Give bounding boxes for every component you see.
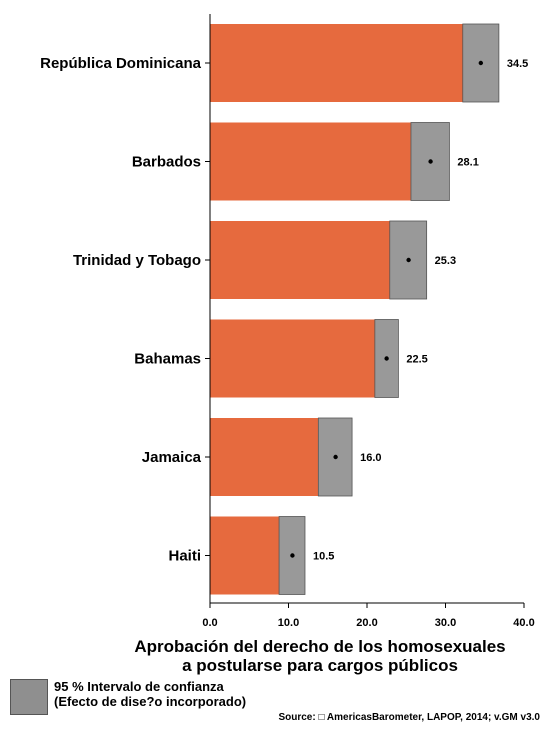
legend-label-line2: (Efecto de dise?o incorporado) [54,694,247,709]
point-estimate [333,454,338,460]
category-label: Barbados [132,154,201,171]
bar [210,418,319,496]
x-tick-label: 20.0 [356,617,377,629]
legend-label-line1: 95 % Intervalo de confianza [54,679,224,694]
x-tick-label: 30.0 [435,617,456,629]
point-estimate [478,60,484,66]
point-estimate [406,257,411,263]
value-label: 28.1 [457,157,478,169]
point-estimate [384,356,389,361]
category-label: Trinidad y Tobago [73,252,201,269]
category-label: Jamaica [142,449,202,466]
bar [210,516,280,595]
value-label: 22.5 [406,354,427,366]
x-axis-title-line2: a postularse para cargos públicos [182,656,458,675]
value-label: 16.0 [360,452,381,464]
value-label: 34.5 [507,58,528,70]
x-tick-label: 10.0 [278,617,299,629]
legend: 95 % Intervalo de confianza (Efecto de d… [10,679,246,715]
x-tick-label: 40.0 [513,617,534,629]
bar [210,221,390,299]
bar [210,122,411,201]
x-axis-title: Aprobación del derecho de los homosexual… [60,637,544,675]
category-label: Bahamas [134,351,201,368]
value-label: 25.3 [435,255,456,267]
bars-layer: 34.5 28.1 25.3 22.5 16.0 10.5 [210,23,528,595]
category-label: Haiti [168,548,201,565]
bar [210,24,463,102]
legend-text: 95 % Intervalo de confianza (Efecto de d… [54,679,246,709]
category-label: República Dominicana [40,55,202,72]
legend-ci-swatch [10,679,48,715]
source-note: Source: □ AmericasBarometer, LAPOP, 2014… [278,712,540,723]
bar-chart: 34.5 28.1 25.3 22.5 16.0 10.5 República Domin… [40,14,535,629]
axis-layer: República Dominicana Barbados Trinidad y T… [40,55,535,629]
x-axis-title-line1: Aprobación del derecho de los homosexual… [134,637,506,656]
x-tick-label: 0.0 [202,617,217,629]
value-label: 10.5 [313,551,334,563]
bar [210,319,375,398]
point-estimate [290,553,295,558]
point-estimate [428,159,433,164]
